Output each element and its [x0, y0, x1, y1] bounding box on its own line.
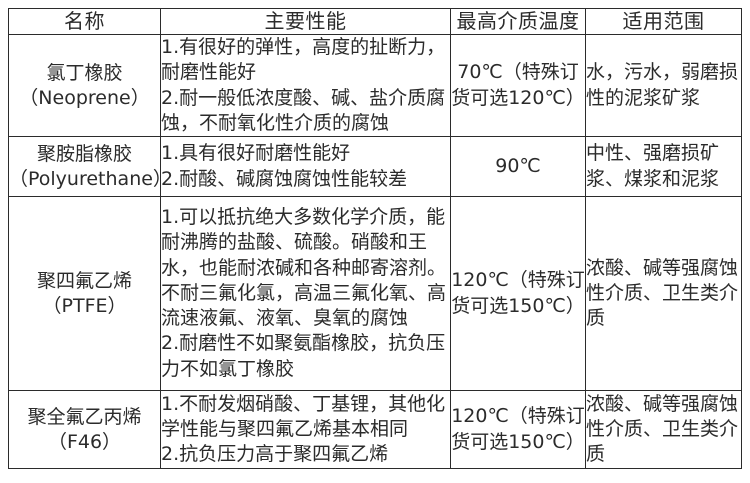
table-header: 名称 主要性能 最高介质温度 适用范围	[8, 8, 742, 35]
lining-material-spec-table: 名称 主要性能 最高介质温度 适用范围 氯丁橡胶 （Neoprene） 1.有很…	[8, 8, 742, 470]
table-row: 氯丁橡胶 （Neoprene） 1.有很好的弹性，高度的扯断力，耐磨性能好 2.…	[8, 33, 742, 138]
table-row: 聚胺脂橡胶 （Polyurethane） 1.具有很好耐磨性能好 2.耐酸、碱腐…	[8, 136, 742, 198]
cell-performance: 1.不耐发烟硝酸、丁基锂，其他化学性能与聚四氟乙烯基本相同 2.抗负压力高于聚四…	[160, 390, 451, 470]
column-header-max-temperature: 最高介质温度	[450, 8, 586, 35]
cell-material-name: 氯丁橡胶 （Neoprene）	[8, 33, 161, 138]
table-header-row: 名称 主要性能 最高介质温度 适用范围	[8, 8, 742, 35]
cell-application-scope: 中性、强磨损矿浆、煤浆和泥浆	[585, 136, 742, 198]
cell-material-name: 聚四氟乙烯 （PTFE）	[8, 196, 161, 392]
cell-material-name: 聚胺脂橡胶 （Polyurethane）	[8, 136, 172, 198]
cell-max-temperature: 120℃（特殊订货可选150℃）	[450, 390, 586, 470]
table-row: 聚全氟乙丙烯 （F46） 1.不耐发烟硝酸、丁基锂，其他化学性能与聚四氟乙烯基本…	[8, 390, 742, 470]
cell-max-temperature: 120℃（特殊订货可选150℃）	[450, 196, 586, 392]
cell-application-scope: 水，污水，弱磨损性的泥浆矿浆	[585, 33, 742, 138]
cell-max-temperature: 70℃（特殊订货可选120℃）	[450, 33, 586, 138]
table-body: 氯丁橡胶 （Neoprene） 1.有很好的弹性，高度的扯断力，耐磨性能好 2.…	[8, 33, 742, 470]
cell-performance: 1.可以抵抗绝大多数化学介质，能耐沸腾的盐酸、硫酸。硝酸和王水，也能耐浓碱和各种…	[160, 196, 451, 392]
cell-performance: 1.具有很好耐磨性能好 2.耐酸、碱腐蚀腐蚀性能较差	[160, 136, 451, 198]
cell-performance: 1.有很好的弹性，高度的扯断力，耐磨性能好 2.耐一般低浓度酸、碱、盐介质腐蚀，…	[160, 33, 451, 138]
cell-max-temperature: 90℃	[450, 136, 586, 198]
cell-material-name: 聚全氟乙丙烯 （F46）	[8, 390, 161, 470]
cell-application-scope: 浓酸、碱等强腐蚀性介质、卫生类介质	[585, 196, 742, 392]
table-row: 聚四氟乙烯 （PTFE） 1.可以抵抗绝大多数化学介质，能耐沸腾的盐酸、硫酸。硝…	[8, 196, 742, 392]
column-header-application-scope: 适用范围	[585, 8, 742, 35]
column-header-name: 名称	[8, 8, 161, 35]
spec-table-container: 名称 主要性能 最高介质温度 适用范围 氯丁橡胶 （Neoprene） 1.有很…	[8, 8, 742, 470]
cell-application-scope: 浓酸、碱等强腐蚀性介质、卫生类介质	[585, 390, 742, 470]
column-header-performance: 主要性能	[160, 8, 451, 35]
